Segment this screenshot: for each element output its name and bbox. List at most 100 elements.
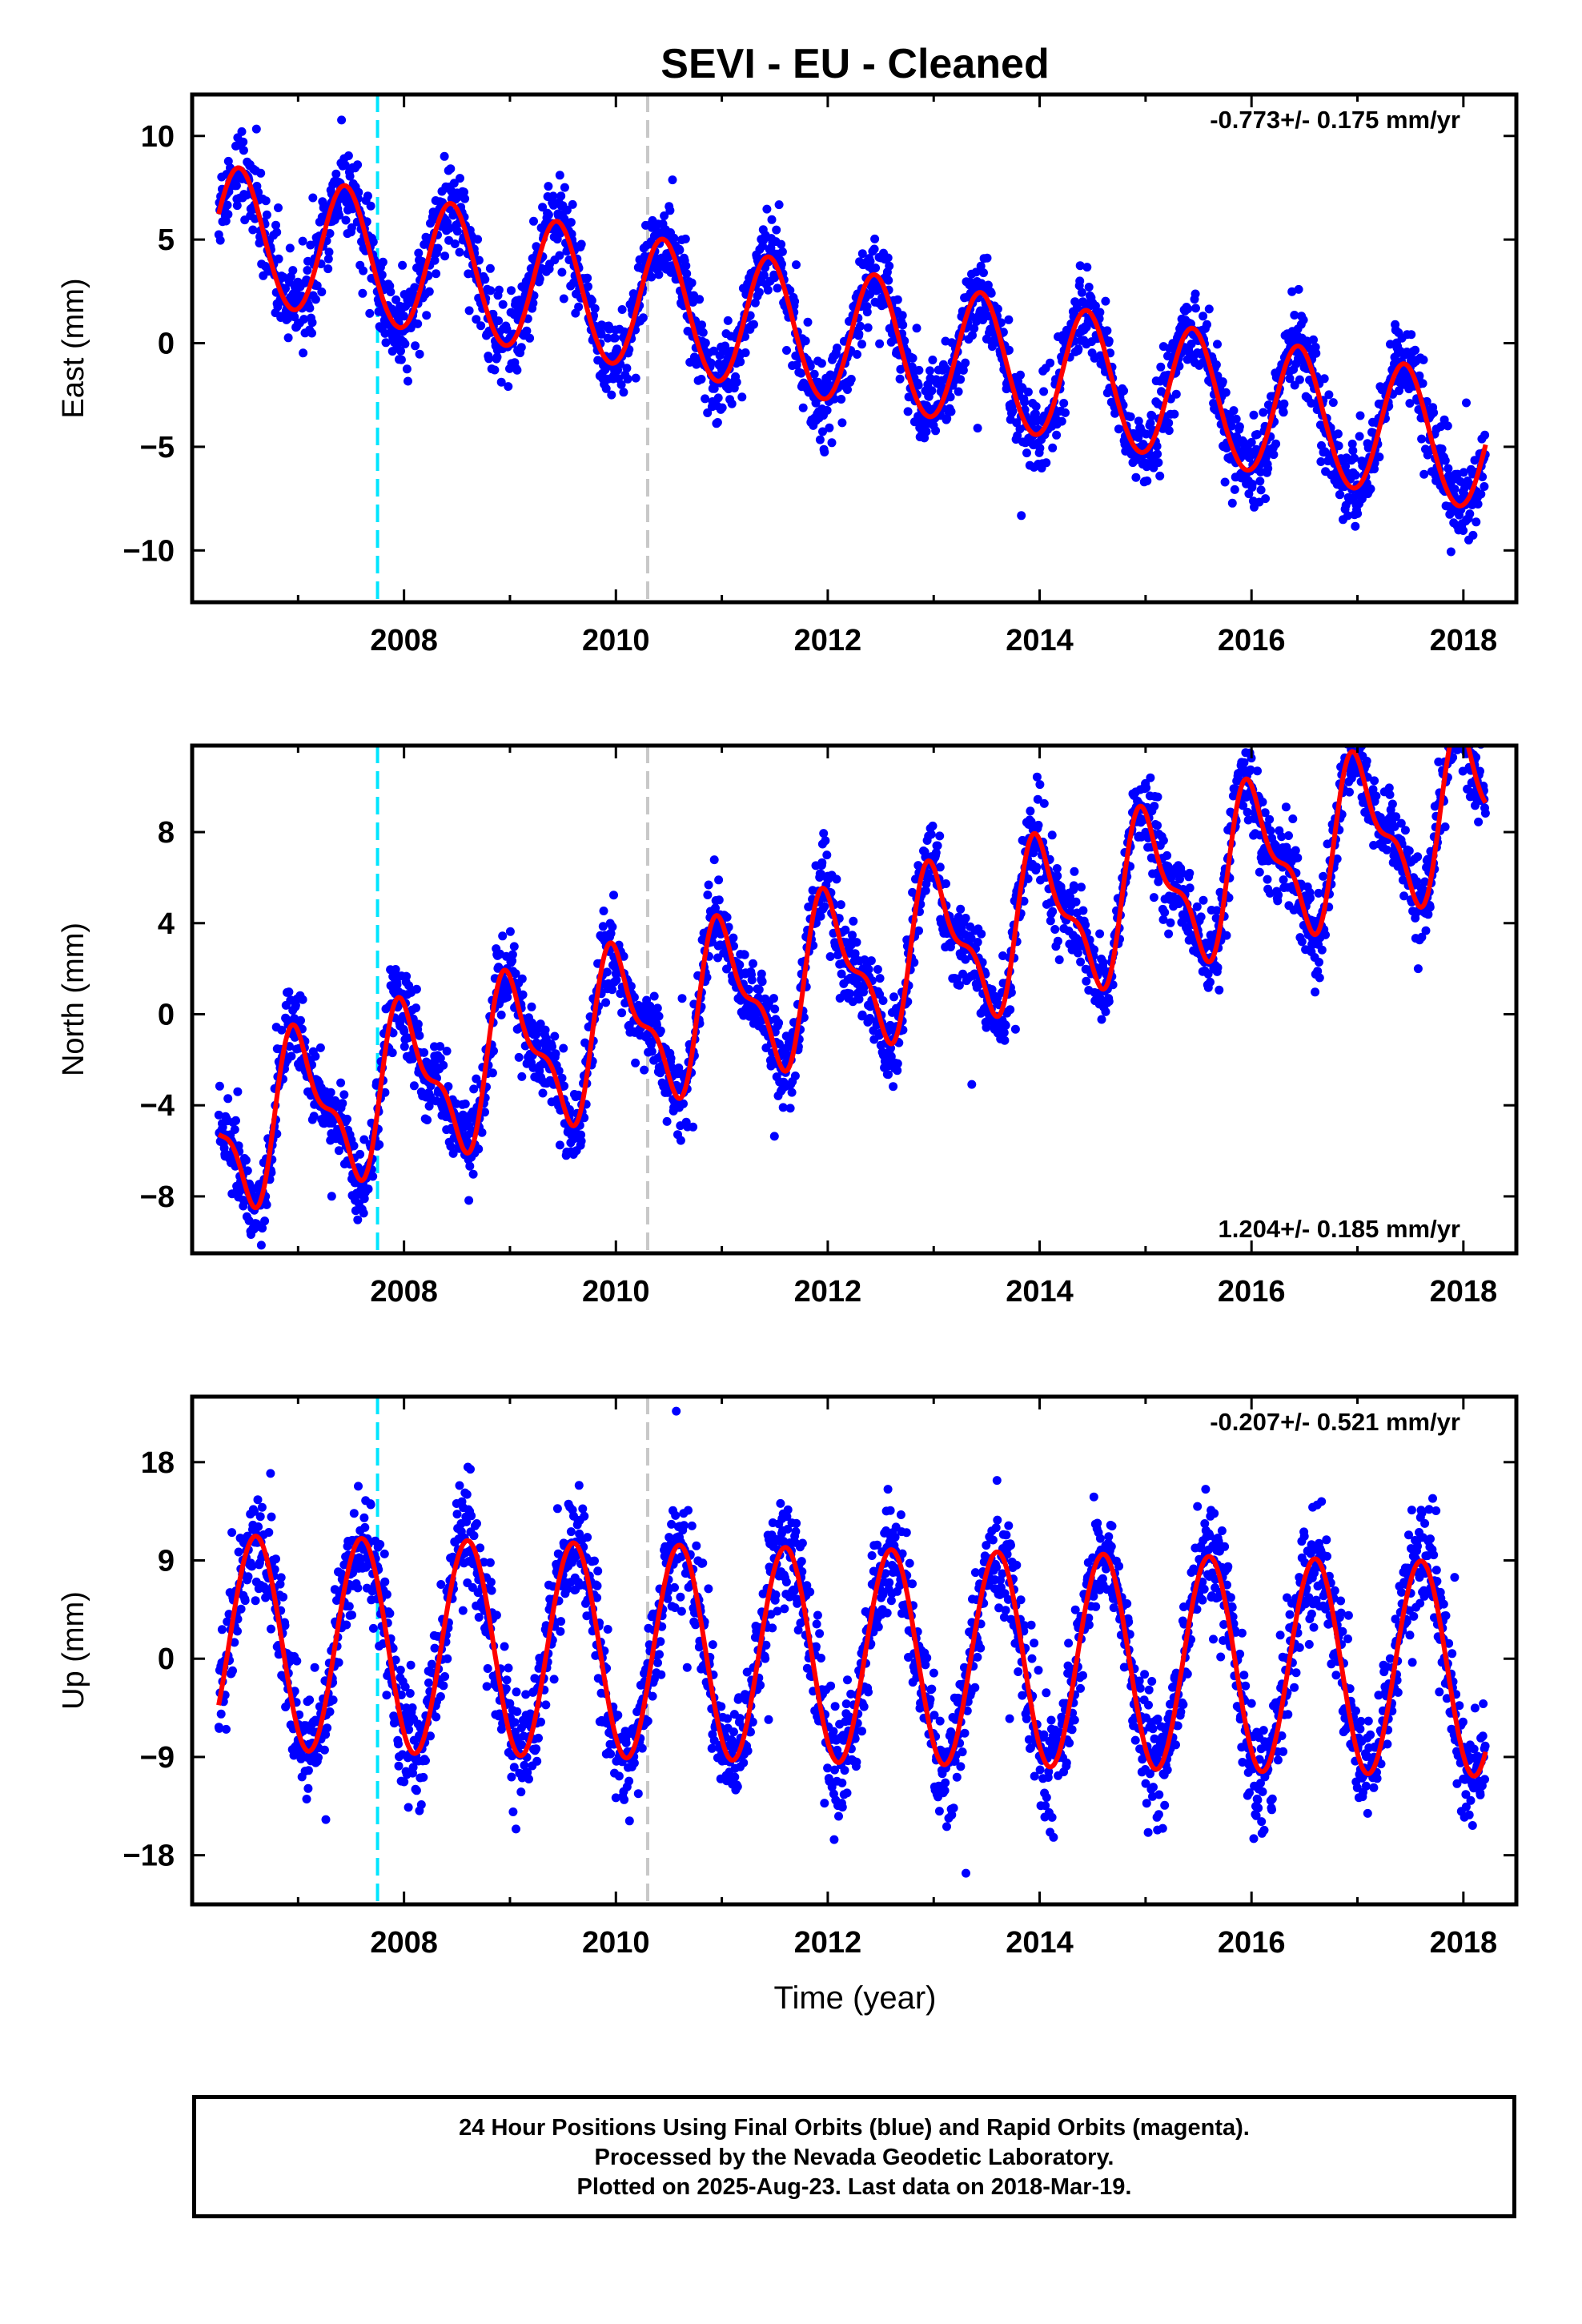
data-point <box>754 985 764 995</box>
data-point <box>1341 734 1350 743</box>
data-point <box>223 200 232 210</box>
data-point <box>697 375 706 384</box>
data-point <box>1150 802 1159 811</box>
data-point <box>489 1046 498 1055</box>
data-point <box>1077 287 1086 297</box>
data-point <box>517 1072 527 1081</box>
data-point <box>560 214 569 223</box>
data-point <box>391 965 400 974</box>
data-point <box>817 858 827 867</box>
data-point <box>1006 1005 1015 1015</box>
data-point <box>1411 345 1420 355</box>
data-point <box>827 438 837 448</box>
data-point <box>221 216 231 226</box>
data-point <box>341 215 351 225</box>
data-point <box>1152 441 1162 451</box>
data-point <box>439 1060 448 1070</box>
data-point <box>836 900 845 910</box>
data-point <box>1462 398 1471 408</box>
y-axis-label: East (mm) <box>57 278 90 418</box>
x-tick-label: 2010 <box>582 624 650 657</box>
data-point <box>380 1088 390 1097</box>
data-point <box>1311 987 1320 997</box>
data-point <box>1142 783 1151 793</box>
data-point <box>782 346 791 355</box>
data-point <box>480 275 490 284</box>
data-point <box>366 201 375 211</box>
data-point <box>1101 1007 1110 1016</box>
data-point <box>1370 776 1379 786</box>
data-point <box>1069 881 1078 891</box>
data-point <box>1284 831 1293 840</box>
data-point <box>785 1104 795 1113</box>
data-point <box>665 206 675 215</box>
data-point <box>912 324 921 333</box>
data-point <box>603 333 612 343</box>
data-point <box>423 1116 432 1124</box>
data-point <box>652 1003 662 1013</box>
data-point <box>1355 432 1364 441</box>
data-point <box>536 1019 545 1029</box>
data-point <box>1319 871 1328 881</box>
data-point <box>1480 430 1490 440</box>
data-point <box>555 1140 564 1150</box>
data-point <box>1031 402 1041 411</box>
data-point <box>1288 814 1298 823</box>
data-point <box>608 922 617 931</box>
data-point <box>1101 296 1110 306</box>
data-point <box>713 393 723 403</box>
data-point <box>338 1099 347 1108</box>
data-point <box>1263 464 1273 473</box>
data-point <box>889 1082 898 1092</box>
data-point <box>623 374 632 384</box>
data-point <box>1191 304 1200 313</box>
data-point <box>1450 485 1460 494</box>
data-point <box>1295 375 1304 384</box>
data-point <box>398 260 408 270</box>
data-point <box>898 320 908 330</box>
data-point <box>931 426 941 436</box>
data-point <box>973 938 982 947</box>
data-point <box>774 200 784 210</box>
data-point <box>1032 862 1042 872</box>
data-point <box>1255 476 1265 486</box>
data-point <box>982 253 992 263</box>
data-point <box>1290 311 1299 320</box>
data-point <box>1328 398 1338 408</box>
data-point <box>850 949 860 959</box>
data-point <box>736 357 745 367</box>
data-point <box>327 1192 336 1201</box>
data-point <box>856 321 865 331</box>
data-point <box>279 272 288 282</box>
data-point <box>833 344 841 352</box>
data-point <box>587 296 596 305</box>
data-point <box>1098 958 1108 967</box>
data-point <box>1095 308 1105 317</box>
data-point <box>400 1027 409 1036</box>
data-point <box>260 1216 270 1226</box>
data-point <box>396 346 405 356</box>
data-point <box>1082 976 1091 986</box>
data-point <box>754 287 764 297</box>
data-point <box>1341 461 1351 471</box>
data-point <box>1279 399 1289 408</box>
data-point <box>668 175 677 185</box>
data-point <box>889 992 898 1002</box>
x-tick-label: 2016 <box>1218 624 1286 657</box>
data-point <box>349 1141 359 1151</box>
data-point <box>933 841 942 850</box>
data-point <box>548 191 558 201</box>
data-point <box>440 251 450 261</box>
data-point <box>1375 452 1384 462</box>
data-point <box>647 1047 656 1056</box>
data-point <box>1478 472 1488 481</box>
data-point <box>1230 485 1239 494</box>
data-point <box>354 187 363 197</box>
data-point <box>528 1018 536 1027</box>
data-point <box>404 981 414 991</box>
data-point <box>631 1058 640 1068</box>
data-point <box>1291 846 1300 855</box>
data-point <box>701 338 710 348</box>
data-point <box>846 375 856 384</box>
data-point <box>1235 422 1244 432</box>
